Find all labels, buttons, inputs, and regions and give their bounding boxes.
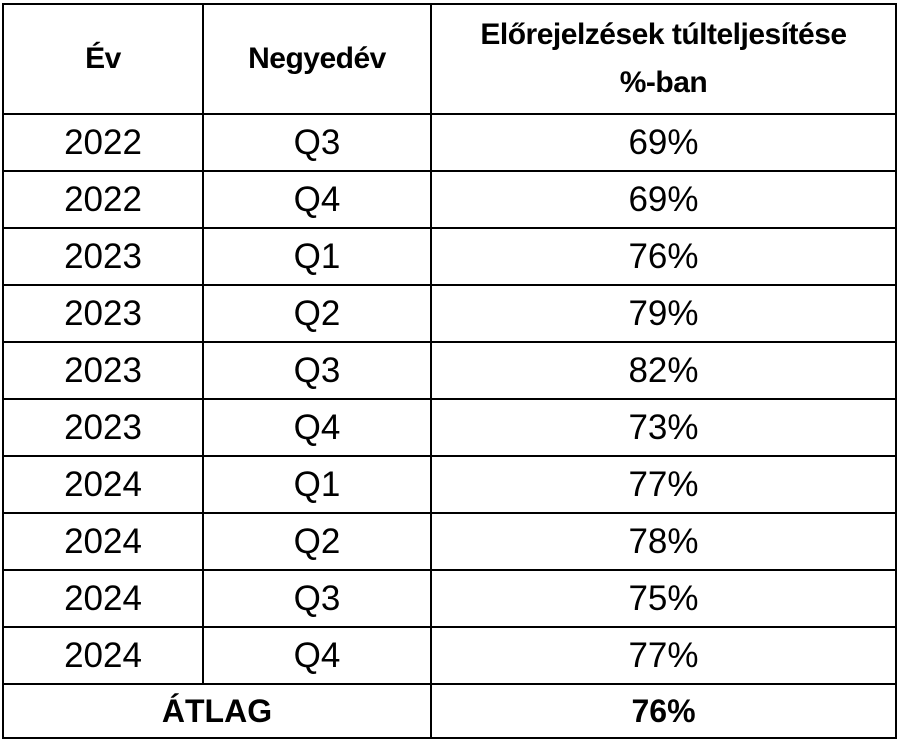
cell-beat-percent: 77% (430, 455, 897, 514)
forecast-beat-table: Év Negyedév Előrejelzések túlteljesítése… (2, 3, 897, 739)
cell-year: 2024 (2, 455, 204, 514)
cell-year: 2023 (2, 398, 204, 457)
cell-beat-percent: 76% (430, 227, 897, 286)
cell-beat-percent: 79% (430, 284, 897, 343)
cell-quarter: Q1 (202, 227, 432, 286)
cell-quarter: Q1 (202, 455, 432, 514)
cell-beat-percent: 75% (430, 569, 897, 628)
header-beat-percent: Előrejelzések túlteljesítése %-ban (430, 3, 897, 115)
cell-quarter: Q3 (202, 569, 432, 628)
cell-quarter: Q3 (202, 113, 432, 172)
cell-year: 2023 (2, 341, 204, 400)
table-row: 2023 Q4 73% (2, 398, 897, 457)
header-row: Év Negyedév Előrejelzések túlteljesítése… (2, 3, 897, 115)
header-quarter: Negyedév (202, 3, 432, 115)
cell-beat-percent: 69% (430, 113, 897, 172)
table-body: 2022 Q3 69% 2022 Q4 69% 2023 Q1 76% 2023 Q2 79% 2023… (2, 113, 897, 685)
cell-beat-percent: 82% (430, 341, 897, 400)
table-row: 2024 Q3 75% (2, 569, 897, 628)
table-row: 2024 Q2 78% (2, 512, 897, 571)
header-year: Év (2, 3, 204, 115)
table-row: 2023 Q1 76% (2, 227, 897, 286)
table-row: 2022 Q4 69% (2, 170, 897, 229)
cell-year: 2023 (2, 284, 204, 343)
cell-beat-percent: 77% (430, 626, 897, 685)
cell-beat-percent: 69% (430, 170, 897, 229)
cell-year: 2024 (2, 569, 204, 628)
cell-quarter: Q2 (202, 512, 432, 571)
cell-year: 2022 (2, 113, 204, 172)
cell-quarter: Q3 (202, 341, 432, 400)
cell-quarter: Q2 (202, 284, 432, 343)
table-row: 2024 Q1 77% (2, 455, 897, 514)
average-row: ÁTLAG 76% (2, 683, 897, 739)
cell-year: 2023 (2, 227, 204, 286)
table-row: 2024 Q4 77% (2, 626, 897, 685)
cell-year: 2024 (2, 512, 204, 571)
table-row: 2022 Q3 69% (2, 113, 897, 172)
cell-beat-percent: 73% (430, 398, 897, 457)
cell-quarter: Q4 (202, 398, 432, 457)
average-label: ÁTLAG (2, 683, 432, 739)
table-row: 2023 Q3 82% (2, 341, 897, 400)
average-value: 76% (430, 683, 897, 739)
cell-quarter: Q4 (202, 626, 432, 685)
cell-year: 2024 (2, 626, 204, 685)
cell-quarter: Q4 (202, 170, 432, 229)
cell-year: 2022 (2, 170, 204, 229)
table-row: 2023 Q2 79% (2, 284, 897, 343)
cell-beat-percent: 78% (430, 512, 897, 571)
